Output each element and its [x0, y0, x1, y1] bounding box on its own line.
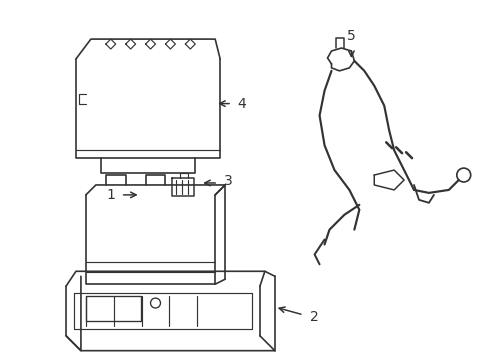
Text: 4: 4: [237, 96, 246, 111]
Text: 5: 5: [346, 29, 355, 43]
Text: 2: 2: [309, 310, 318, 324]
Text: 1: 1: [106, 188, 115, 202]
Text: 3: 3: [224, 174, 232, 188]
